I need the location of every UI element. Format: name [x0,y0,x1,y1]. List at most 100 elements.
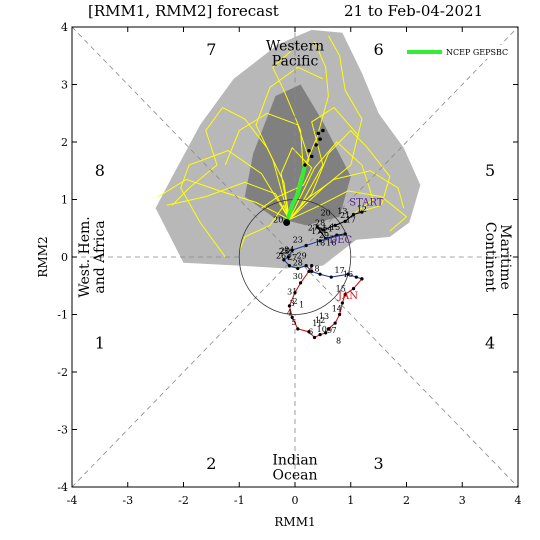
observed-day-dot [293,291,297,295]
observed-day-dot [343,232,347,236]
x-tick-label: -1 [234,494,245,507]
day-label: 23 [293,236,303,245]
observed-day-dot [343,219,347,223]
day-label: 21 [340,211,350,220]
ensemble-member-line [171,106,290,220]
legend-entry: NCEP GEPSBC [446,48,508,57]
region-label-line: Ocean [273,467,318,483]
ensemble-member-line [289,129,391,220]
y-tick-label: -4 [57,481,68,494]
y-tick-label: 3 [61,79,68,92]
day-label: 20 [321,209,331,218]
day-label: 10 [317,325,327,334]
x-axis: -4 -3 -2 -1 0 1 2 3 4 [67,27,522,507]
day-label: 1 [299,301,304,310]
y-tick-label: -1 [57,309,68,322]
ensemble-member-line [238,204,290,252]
observed-day-dot [333,321,337,325]
observed-day-dot [324,331,328,335]
observed-day-dot [321,228,325,232]
observed-day-dot [318,239,322,243]
x-tick-label: 0 [292,494,299,507]
day-label: 13 [319,312,329,321]
x-tick-label: 2 [403,494,410,507]
day-label: 18 [309,264,319,273]
day-label: 8 [336,336,341,345]
observed-day-dot [310,264,314,268]
day-label: 29 [297,252,307,261]
observed-day-dot [282,258,286,262]
observed-day-dot [354,275,358,279]
ensemble-mean-dot [318,137,322,141]
region-label-line: Indian [272,452,317,468]
month-label: START [349,197,384,208]
observed-day-dot [312,335,317,340]
region-label-line: Continent [482,222,498,293]
phase-label: 6 [374,40,384,59]
observed-day-dot [351,212,356,217]
ensemble-mean-dot [307,148,311,153]
legend-box [400,45,514,59]
day-label: 16 [343,270,353,279]
ensemble-member-line [289,170,405,220]
day-label: 7 [331,326,336,335]
y-axis-label: RMM2 [36,236,50,277]
day-label: 25 [279,247,289,256]
ensemble-layer [158,35,408,258]
observed-day-dot [307,330,311,334]
phase-label: 2 [206,454,216,473]
day-label: 30 [293,272,303,281]
region-label-line: Pacific [272,53,319,69]
region-label-line: West. Hem. [77,216,93,297]
phase-label: 5 [485,161,495,180]
region-label-line: Western [266,38,324,54]
day-label: 15 [336,285,346,294]
observed-day-dot [338,312,342,317]
region-label: West. Hem. and Africa [77,216,108,297]
y-tick-label: 2 [61,136,68,149]
day-label: 3 [290,299,295,308]
observed-day-dot [340,301,344,305]
day-label: 5 [291,318,296,327]
ensemble-mean-dot [303,163,307,167]
forecast-start-point [283,219,291,226]
observed-day-dot [286,255,290,259]
x-tick-label: 4 [515,494,522,507]
x-tick-label: -2 [178,494,189,507]
ensemble-mean-dot [316,131,321,136]
observed-day-dot [296,266,300,271]
day-label: 17 [335,266,345,275]
day-label: 6 [308,328,313,337]
y-tick-label: -3 [57,424,68,437]
day-label: 24 [284,245,294,254]
observed-day-dot [329,275,333,279]
day-label: 12 [357,205,367,214]
day-label: 18 [315,239,325,248]
x-tick-label: -3 [122,494,133,507]
ensemble-member-line [166,181,290,220]
ensemble-member-line [255,66,324,220]
day-label: 27 [287,253,297,262]
month-label: DEC [329,235,352,246]
day-label: 17 [311,227,321,236]
day-label: 14 [322,225,332,234]
observed-day-dot [326,327,331,331]
observed-day-dot [307,269,311,273]
observed-day-dot [333,223,337,227]
day-label: 28 [315,218,325,227]
ensemble-mean-line [284,164,307,224]
phase-label: 4 [485,333,495,352]
x-tick-label: 3 [459,494,466,507]
x-axis-label: RMM1 [274,515,315,529]
observed-layer [282,128,364,340]
x-tick-label: 1 [347,494,354,507]
observed-day-dot [310,269,314,273]
day-label: 26 [276,252,286,261]
observed-day-dot [290,248,294,252]
day-label: 2 [292,297,297,306]
day-label: 22 [318,226,328,235]
observed-day-dot [287,304,292,308]
